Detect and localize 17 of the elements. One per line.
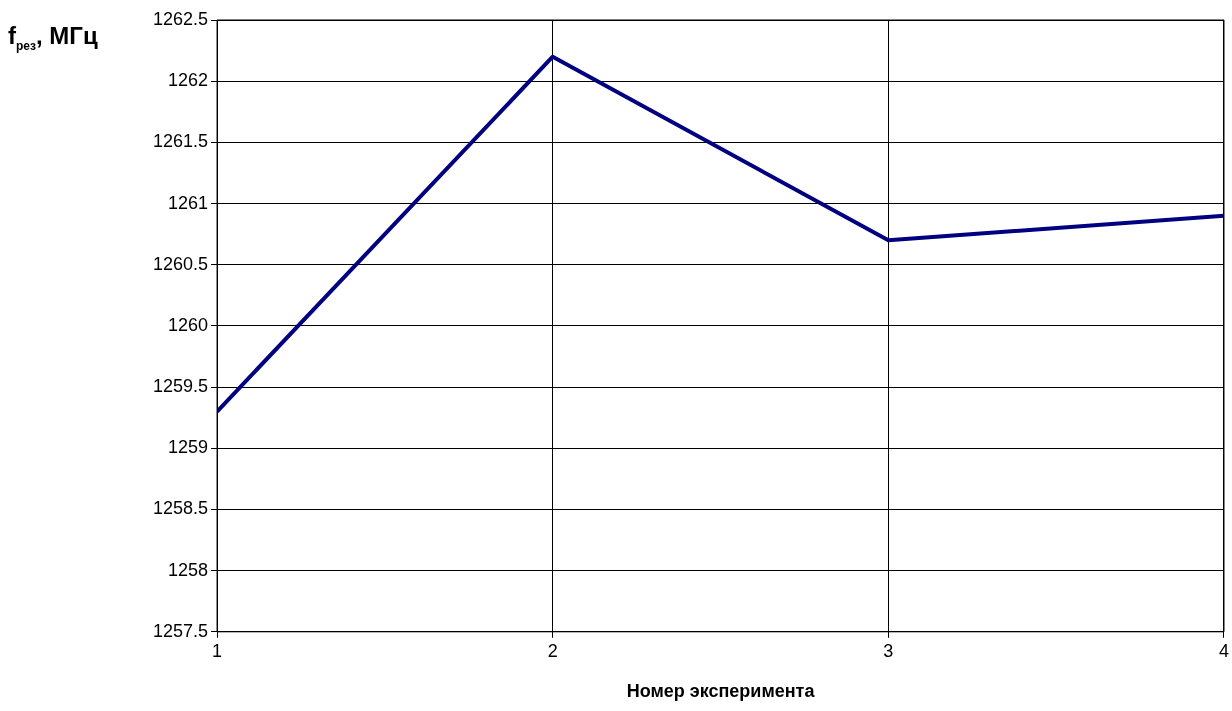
y-tick-label: 1259 [168, 437, 209, 458]
x-tick-label: 1 [212, 640, 223, 661]
y-tick-label: 1261.5 [152, 131, 209, 152]
y-tick-label: 1262 [168, 70, 209, 91]
y-tick-label: 1258 [168, 559, 209, 580]
x-tick-label: 3 [883, 640, 894, 661]
y-tick-label: 1260 [168, 314, 209, 335]
x-tick-label: 2 [547, 640, 558, 661]
y-axis-title: f$_{рез}$, МГц [8, 22, 98, 53]
y-tick-label: 1259.5 [152, 376, 209, 397]
y-tick-label: 1257.5 [152, 620, 209, 641]
x-axis-title: Номер эксперимента [626, 681, 816, 702]
y-tick-label: 1261 [168, 192, 209, 213]
x-tick-label: 4 [1218, 640, 1229, 661]
y-tick-label: 1260.5 [152, 253, 209, 274]
y-tick-label: 1262.5 [152, 8, 209, 29]
y-tick-label: 1258.5 [152, 498, 209, 519]
